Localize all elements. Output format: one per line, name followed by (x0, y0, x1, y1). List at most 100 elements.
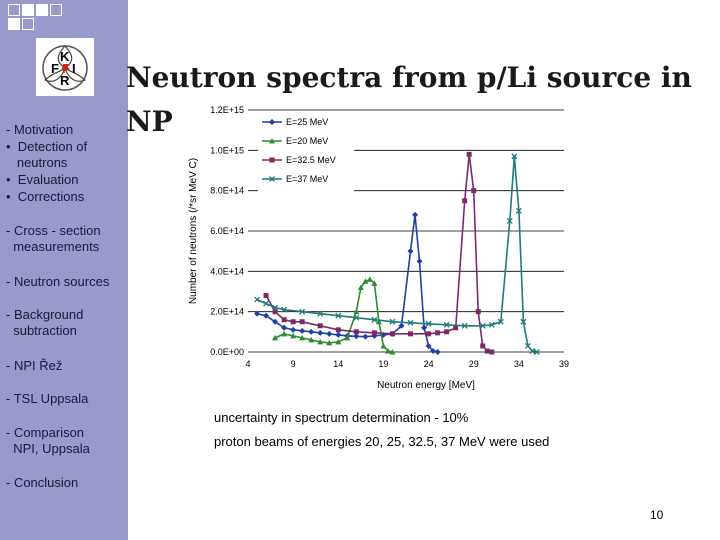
x-tick-label: 24 (424, 359, 434, 369)
data-point (497, 318, 504, 325)
slide-title-line: NP (126, 105, 173, 138)
series-line (256, 156, 538, 353)
nav-item-corrections[interactable]: • Corrections (6, 189, 85, 204)
data-point (254, 296, 260, 303)
data-point (412, 211, 419, 218)
uncertainty-note: uncertainty in spectrum determination - … (214, 410, 469, 425)
data-point (335, 338, 342, 345)
data-point (362, 333, 369, 340)
data-point (317, 323, 323, 329)
data-point (317, 310, 324, 317)
x-tick-label: 34 (514, 359, 524, 369)
data-point (389, 349, 396, 355)
y-tick-label: 1.0E+15 (210, 145, 244, 155)
corner-square-filled (22, 4, 34, 16)
nav-item-neutron-sources[interactable]: - Neutron sources (6, 274, 110, 289)
data-point (488, 321, 495, 328)
data-point (263, 312, 270, 319)
slide-title-line: Neutron spectra from p/Li source in (126, 61, 692, 94)
nav-item-conclusion[interactable]: - Conclusion (6, 475, 79, 490)
nav-item-background[interactable]: - Background subtraction (6, 307, 84, 338)
data-point (425, 320, 432, 327)
data-point (421, 324, 428, 331)
data-point (426, 331, 432, 337)
data-point (366, 276, 373, 282)
data-point (357, 284, 364, 290)
data-point (416, 258, 423, 265)
data-point (462, 198, 468, 204)
data-point (335, 312, 342, 319)
series-line (274, 278, 393, 353)
chart-svg: 0.0E+00 2.0E+14 4.0E+14 6.0E+14 8.0E+14 1.0E+… (188, 105, 569, 391)
y-tick-label: 8.0E+14 (210, 186, 244, 196)
data-point (529, 348, 536, 354)
data-point (375, 318, 382, 325)
nav-item-npi-rez[interactable]: - NPI Řež (6, 358, 63, 373)
data-point (272, 334, 279, 341)
data-point (471, 188, 477, 194)
data-point (281, 317, 287, 323)
x-tick-label: 14 (333, 359, 343, 369)
data-point (408, 331, 414, 337)
data-point (263, 293, 269, 299)
data-point (317, 329, 324, 336)
y-tick-label: 1.2E+15 (210, 105, 244, 115)
data-point (299, 334, 306, 341)
legend-entry: E=32.5 MeV (286, 155, 336, 165)
nav-item-motivation[interactable]: - Motivation (6, 122, 74, 137)
data-point (263, 300, 270, 307)
legend-entry: E=20 MeV (286, 136, 328, 146)
data-point (515, 207, 522, 214)
y-tick-label: 6.0E+14 (210, 226, 244, 236)
data-point (371, 316, 378, 323)
logo-letter: F (51, 61, 59, 76)
data-point (524, 342, 531, 349)
logo-letter: I (72, 61, 76, 76)
corner-square-outline (8, 4, 20, 16)
data-point (326, 339, 333, 346)
data-point (281, 330, 288, 337)
logo-letter: K (60, 49, 70, 64)
data-point (520, 318, 527, 325)
data-point (290, 332, 297, 339)
nav-item-tsl-uppsala[interactable]: - TSL Uppsala (6, 391, 89, 406)
x-tick-label: 19 (378, 359, 388, 369)
data-point (443, 321, 450, 328)
data-point (511, 153, 518, 160)
data-point (380, 342, 387, 349)
data-point (435, 330, 441, 336)
nav-item-comparison[interactable]: - Comparison NPI, Uppsala (6, 425, 90, 456)
data-point (407, 319, 414, 326)
data-point (272, 309, 278, 315)
data-point (466, 151, 472, 157)
data-point (533, 349, 540, 355)
page-number: 10 (650, 508, 664, 522)
data-point (281, 324, 288, 331)
data-point (326, 330, 333, 337)
data-point (272, 304, 279, 311)
logo-letter: F (62, 61, 70, 76)
data-point (290, 326, 297, 333)
data-point (299, 319, 305, 325)
data-point (506, 217, 513, 224)
data-point (444, 329, 450, 335)
data-point (290, 319, 296, 325)
series-line (265, 154, 492, 353)
x-tick-label: 39 (559, 359, 569, 369)
nav-item-detection[interactable]: • Detection of neutrons (6, 139, 88, 170)
data-point (475, 309, 481, 315)
data-point (335, 327, 341, 333)
x-tick-label: 29 (469, 359, 479, 369)
data-point (480, 343, 486, 349)
data-point (308, 328, 315, 335)
data-point (371, 280, 378, 286)
data-point (384, 347, 391, 354)
data-point (353, 308, 360, 315)
data-point (254, 310, 261, 317)
sidebar: K F F I R - Motivation • Detection of ne… (0, 0, 128, 540)
data-point (269, 138, 275, 144)
nav-item-evaluation[interactable]: • Evaluation (6, 172, 79, 187)
y-axis-label: Number of neutrons (/*sr MeV C) (188, 158, 199, 304)
data-point (407, 248, 414, 255)
nav-item-cross-section[interactable]: - Cross - section measurements (6, 223, 101, 254)
